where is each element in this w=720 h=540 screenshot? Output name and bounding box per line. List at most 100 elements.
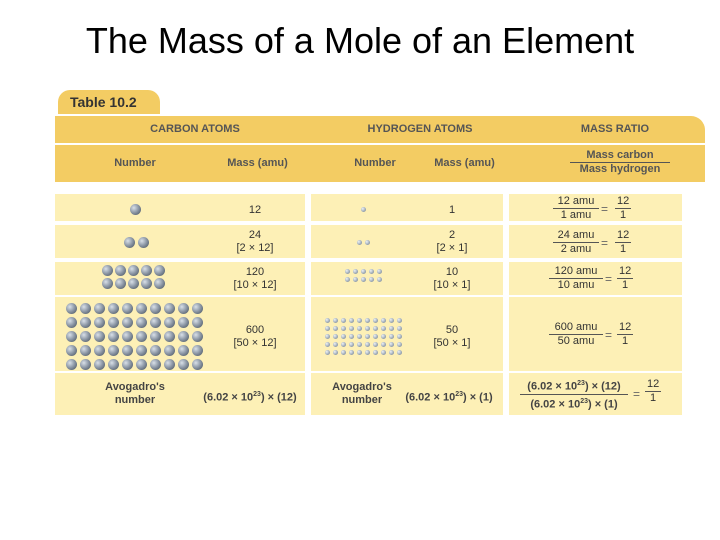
row4-result-numerator: 12 [617, 321, 633, 335]
hydrogen-number-header: Number [354, 157, 396, 169]
avogadro-carbon-mass-coef: (6.02 × 10 [203, 391, 254, 404]
hydrogen-atom-icon [381, 318, 386, 323]
row1-ratio-cell [509, 194, 682, 221]
carbon-atom-icon [164, 303, 175, 314]
row4-carbon-mass: 600 [50 × 12] [225, 324, 285, 350]
carbon-atom-icon [178, 317, 189, 328]
mass-ratio-header-fraction: Mass carbon Mass hydrogen [570, 149, 670, 176]
row1-result-fraction: 12 1 [615, 195, 631, 222]
hydrogen-atom-icon [377, 269, 382, 274]
carbon-atom-icon [136, 345, 147, 356]
hydrogen-atom-icon [349, 350, 354, 355]
hydrogen-atom-icon [333, 334, 338, 339]
carbon-atom-icon [136, 359, 147, 370]
avogadro-ratio-num-tail: ) × (12) [584, 380, 621, 393]
avogadro-result-denominator: 1 [649, 392, 657, 404]
row2-ratio-numerator: 24 amu [553, 229, 599, 243]
table-label: Table 10.2 [58, 90, 160, 114]
row1-result-denominator: 1 [619, 209, 627, 221]
carbon-atom-icon [178, 345, 189, 356]
avogadro-carbon-cell [55, 373, 305, 415]
hydrogen-atom-icon [333, 350, 338, 355]
row2-equals: = [601, 236, 609, 250]
group-header-row: CARBON ATOMS HYDROGEN ATOMS MASS RATIO [55, 116, 705, 143]
carbon-atom-icon [164, 359, 175, 370]
avogadro-ratio-den-exp: 23 [580, 397, 588, 405]
carbon-atom-icon [66, 303, 77, 314]
hydrogen-atom-icon [381, 334, 386, 339]
hydrogen-atom-icon [349, 342, 354, 347]
carbon-atom-icon [192, 345, 203, 356]
carbon-atom-icon [108, 359, 119, 370]
carbon-atom-icon [164, 331, 175, 342]
hydrogen-atom-icon [389, 350, 394, 355]
hydrogen-atom-icon [341, 326, 346, 331]
hydrogen-atom-icon [333, 326, 338, 331]
carbon-atom-icon [164, 345, 175, 356]
avogadro-carbon-mass-exp: 23 [253, 391, 261, 398]
hydrogen-atom-icon [325, 342, 330, 347]
hydrogen-atom-icon [377, 277, 382, 282]
carbon-atom-icon [94, 359, 105, 370]
row4-equals: = [605, 328, 613, 342]
row1-carbon-mass: 12 [248, 204, 262, 216]
carbon-atom-icon [108, 317, 119, 328]
row4-result-fraction: 12 1 [617, 321, 633, 348]
avogadro-ratio-num-exp: 23 [577, 380, 585, 387]
avogadro-ratio-den-coef: (6.02 × 10 [530, 398, 581, 411]
hydrogen-atom-icon [397, 326, 402, 331]
avogadro-hydrogen-mass-exp: 23 [455, 391, 463, 398]
carbon-atom-icon [150, 317, 161, 328]
row2-result-fraction: 12 1 [615, 229, 631, 256]
carbon-atom-icon [192, 303, 203, 314]
hydrogen-atom-icon [357, 334, 362, 339]
row2-hydrogen-mass: 2 [2 × 1] [422, 229, 482, 255]
avogadro-result-fraction: 12 1 [645, 378, 661, 405]
carbon-atom-icon [94, 345, 105, 356]
avogadro-ratio-num-coef: (6.02 × 10 [527, 380, 578, 393]
hydrogen-atom-icon [349, 318, 354, 323]
avogadro-ratio-fraction: (6.02 × 1023) × (12) (6.02 × 1023) × (1) [520, 377, 628, 411]
hydrogen-mass-header: Mass (amu) [434, 157, 495, 169]
row3-hydrogen-cell [311, 262, 503, 295]
carbon-atom-icon [108, 345, 119, 356]
row1-carbon-cell [55, 194, 305, 221]
row2-carbon-mass: 24 [2 × 12] [225, 229, 285, 255]
avogadro-ratio-den-tail: ) × (1) [587, 398, 618, 411]
carbon-atom-icon [138, 237, 149, 248]
hydrogen-atom-icon [325, 326, 330, 331]
carbon-atom-icon [115, 278, 126, 289]
row1-hydrogen-cell [311, 194, 503, 221]
hydrogen-atom-icon [357, 326, 362, 331]
carbon-atom-icon [192, 359, 203, 370]
hydrogen-atom-icon [357, 342, 362, 347]
row1-ratio-fraction: 12 amu 1 amu [553, 195, 599, 222]
row1-hydrogen-mass: 1 [448, 204, 456, 216]
row4-carbon-mass-expr: [50 × 12] [233, 337, 277, 349]
carbon-atom-icon [141, 265, 152, 276]
row4-carbon-mass-value: 600 [245, 324, 265, 336]
mass-ratio-header: MASS RATIO [580, 123, 650, 135]
row4-hydrogen-mass-expr: [50 × 1] [433, 337, 471, 349]
row4-ratio-fraction: 600 amu 50 amu [549, 321, 603, 348]
carbon-atom-icon [124, 237, 135, 248]
avogadro-carbon-mass: (6.02 × 1023) × (12) [195, 388, 305, 405]
row2-hydrogen-mass-expr: [2 × 1] [436, 242, 468, 254]
hydrogen-atom-icon [349, 334, 354, 339]
avogadro-hydrogen-mass: (6.02 × 1023) × (1) [399, 388, 499, 405]
hydrogen-atom-icon [345, 269, 350, 274]
row2-hydrogen-cell [311, 225, 503, 258]
carbon-atom-icon [130, 204, 141, 215]
hydrogen-atom-icon [381, 342, 386, 347]
carbon-atom-icon [108, 331, 119, 342]
carbon-atom-icon [94, 303, 105, 314]
carbon-atom-icon [80, 317, 91, 328]
avogadro-carbon-mass-tail: ) × (12) [260, 391, 297, 404]
row3-hydrogen-mass-expr: [10 × 1] [433, 279, 471, 291]
carbon-atom-icon [122, 317, 133, 328]
hydrogen-atom-icon [325, 334, 330, 339]
row3-carbon-mass-expr: [10 × 12] [233, 279, 277, 291]
hydrogen-atom-icon [345, 277, 350, 282]
slide-title: The Mass of a Mole of an Element [85, 20, 635, 61]
avogadro-equals: = [633, 387, 641, 401]
